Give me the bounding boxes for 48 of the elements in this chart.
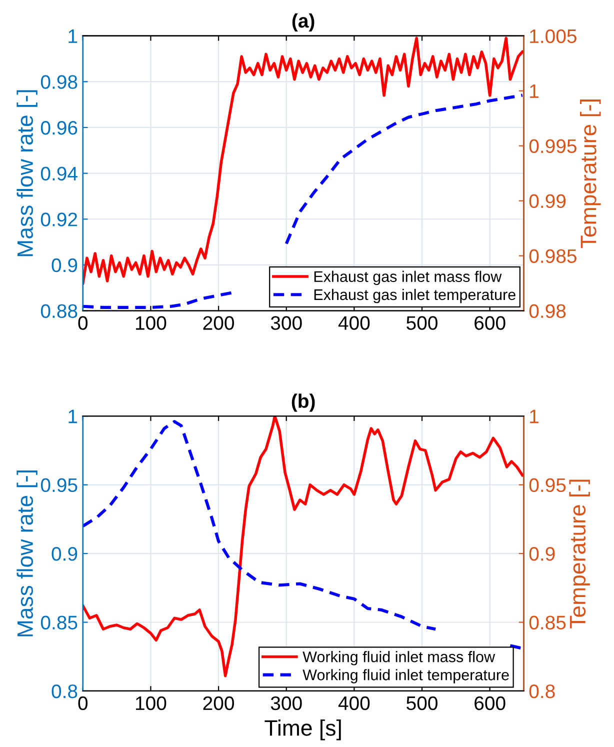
y-axis-title: Mass flow rate [-]: [16, 90, 38, 256]
y2-tick-label: 0.985: [529, 249, 576, 264]
x-tick-label: 100: [136, 696, 166, 710]
y-tick-label: 0.92: [40, 212, 78, 226]
x-tick-label: 0: [78, 316, 88, 330]
y-tick-label: 1: [68, 410, 78, 424]
x-tick-label: 600: [474, 696, 506, 710]
y-tick-label: 0.9: [52, 258, 78, 272]
x-tick-label: 100: [136, 316, 166, 330]
y-tick-label: 0.96: [40, 120, 78, 135]
legend-label: Exhaust gas inlet mass flow: [314, 270, 502, 286]
y-tick-label: 0.94: [40, 166, 78, 181]
y2-tick-label: 0.98: [529, 304, 566, 318]
x-tick-label: 500: [406, 696, 438, 710]
y-tick-label: 0.88: [40, 304, 78, 318]
y-tick-label: 0.85: [40, 616, 78, 630]
x-tick-label: 400: [338, 316, 370, 330]
y2-tick-label: 1.005: [530, 29, 576, 44]
x-tick-label: 0: [78, 696, 88, 710]
x-tick-label: 300: [270, 316, 302, 330]
y2-tick-label: 0.9: [529, 546, 555, 561]
legend-label: Working fluid inlet temperature: [302, 669, 509, 684]
legend-label: Exhaust gas inlet temperature: [314, 288, 516, 304]
legend-label: Working fluid inlet mass flow: [302, 651, 496, 666]
y2-tick-label: 0.85: [529, 616, 566, 630]
y-axis-title: Mass flow rate [-]: [16, 470, 38, 636]
x-tick-label: 300: [270, 696, 302, 710]
x-tick-label: 600: [474, 316, 506, 330]
y-tick-label: 0.95: [40, 478, 78, 492]
y2-axis-title: Temperature [-]: [580, 100, 601, 248]
x-tick-label: 400: [338, 696, 370, 710]
y-tick-label: 1: [68, 30, 78, 43]
y-tick-label: 0.9: [52, 546, 78, 561]
x-axis-title: Time [s]: [264, 720, 341, 740]
y-tick-label: 0.8: [52, 684, 78, 698]
y2-tick-label: 1: [530, 84, 538, 98]
y2-tick-label: 0.8: [529, 684, 555, 698]
y2-tick-label: 0.99: [529, 194, 566, 208]
y2-tick-label: 1: [530, 410, 538, 424]
y2-tick-label: 0.995: [529, 139, 576, 154]
y2-tick-label: 0.95: [529, 478, 566, 492]
chart-title: (a): [292, 13, 314, 32]
x-tick-label: 200: [203, 316, 234, 330]
x-tick-label: 500: [406, 316, 438, 330]
chart-title: (b): [292, 394, 315, 412]
y2-axis-title: Temperature [-]: [569, 480, 590, 628]
x-tick-label: 200: [203, 696, 234, 710]
y-tick-label: 0.98: [40, 75, 78, 89]
